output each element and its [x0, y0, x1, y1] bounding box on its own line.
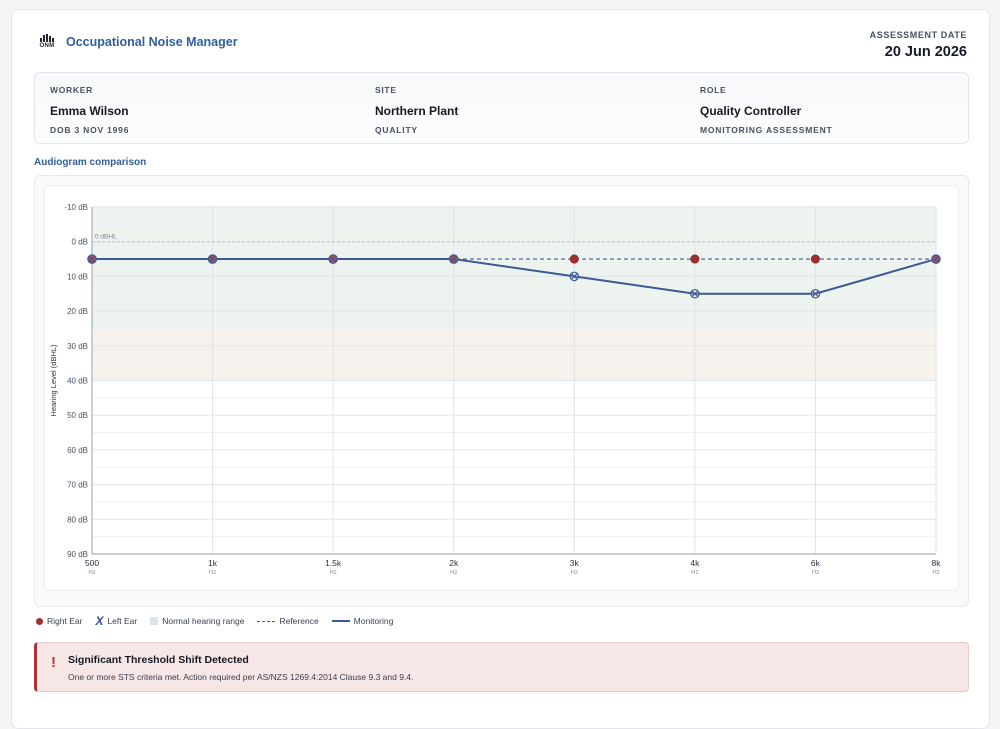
legend-left-ear-label: Left Ear: [107, 616, 138, 626]
legend-reference: Reference: [257, 616, 319, 626]
left-ear-marker-x: [812, 290, 819, 297]
audiogram-panel: 0 dBHL -10 dB 0 dB 10 dB 20 dB 30 dB 40 dB 50 d…: [34, 175, 969, 607]
assessment-date-value: 20 Jun 2026: [884, 44, 967, 60]
solid-line-icon: [331, 620, 350, 622]
x-tick-label: 500: [85, 558, 99, 568]
x-tick-unit: Hz: [571, 570, 578, 576]
alert-title: Significant Threshold Shift Detected: [68, 654, 249, 666]
app-logo-icon: ONM: [38, 34, 56, 50]
legend-monitoring: Monitoring: [331, 616, 394, 626]
worker-dob: DOB 3 NOV 1996: [50, 125, 130, 135]
assessment-type: MONITORING ASSESSMENT: [700, 125, 833, 135]
role-column: ROLE Quality Controller MONITORING ASSES…: [700, 85, 833, 135]
role-name: Quality Controller: [700, 104, 802, 118]
brand[interactable]: ONM Occupational Noise Manager: [38, 34, 238, 50]
alert-text: One or more STS criteria met. Action req…: [68, 672, 414, 682]
y-tick-label: 70 dB: [67, 481, 88, 490]
x-tick-unit: Hz: [812, 570, 819, 576]
assessment-date: ASSESSMENT DATE 20 Jun 2026: [870, 30, 967, 60]
chart-legend: Right Ear X Left Ear Normal hearing rang…: [36, 614, 406, 628]
legend-right-ear: Right Ear: [36, 616, 82, 626]
y-tick-label: 0 dB: [72, 238, 88, 247]
alert-icon: !: [51, 654, 56, 671]
left-ear-marker-x: [571, 273, 578, 280]
x-tick-label: 6k: [811, 558, 821, 568]
audiogram-chart-area: 0 dBHL -10 dB 0 dB 10 dB 20 dB 30 dB 40 dB 50 d…: [44, 185, 959, 591]
legend-reference-label: Reference: [279, 616, 319, 626]
x-tick-label: 1.5k: [325, 558, 342, 568]
right-ear-marker: [810, 254, 820, 264]
left-ear-marker-x: [691, 290, 698, 297]
left-ear-marker-x: [932, 256, 940, 263]
legend-normal-range-label: Normal hearing range: [162, 616, 245, 626]
legend-normal-range: Normal hearing range: [150, 616, 244, 626]
y-tick-label: 90 dB: [67, 550, 88, 559]
x-tick-unit: Hz: [329, 570, 336, 576]
left-ear-marker-x: [88, 256, 96, 263]
site-label: SITE: [375, 85, 397, 95]
left-ear-marker-x: [450, 256, 457, 263]
y-tick-label: 60 dB: [67, 446, 88, 455]
worker-name: Emma Wilson: [50, 104, 129, 118]
left-ear-marker-icon: X: [95, 614, 104, 628]
x-tick-label: 4k: [690, 558, 700, 568]
site-column: SITE Northern Plant QUALITY: [375, 85, 458, 135]
monitoring-series-line: [92, 258, 937, 295]
y-tick-label: -10 dB: [64, 203, 88, 212]
logo-text: ONM: [39, 43, 55, 49]
site-department: QUALITY: [375, 125, 418, 135]
right-ear-marker: [690, 254, 700, 264]
y-tick-label: 20 dB: [67, 307, 88, 316]
left-ear-marker-x: [330, 256, 337, 263]
x-tick-unit: Hz: [691, 570, 698, 576]
x-tick-label: 2k: [449, 558, 459, 568]
y-tick-label: 50 dB: [67, 411, 88, 420]
mild-range-band: [92, 328, 936, 381]
role-label: ROLE: [700, 85, 727, 95]
y-tick-label: 10 dB: [67, 272, 88, 281]
y-axis-title: Hearing Level (dBHL): [49, 344, 58, 417]
normal-range-swatch-icon: [150, 617, 159, 625]
app-title: Occupational Noise Manager: [66, 35, 238, 49]
worker-column: WORKER Emma Wilson DOB 3 NOV 1996: [50, 85, 129, 135]
x-tick-unit: Hz: [932, 570, 939, 576]
y-tick-label: 80 dB: [67, 515, 88, 524]
worker-label: WORKER: [50, 85, 93, 95]
right-ear-marker-icon: [36, 617, 43, 625]
sts-alert: ! Significant Threshold Shift Detected O…: [34, 642, 969, 692]
x-tick-unit: Hz: [450, 570, 457, 576]
x-tick-unit: Hz: [209, 570, 216, 576]
y-tick-label: 30 dB: [67, 342, 88, 351]
legend-right-ear-label: Right Ear: [47, 616, 83, 626]
x-tick-label: 3k: [570, 558, 580, 568]
x-tick-label: 1k: [208, 558, 218, 568]
worker-info-panel: WORKER Emma Wilson DOB 3 NOV 1996 SITE N…: [34, 72, 969, 144]
x-tick-unit: Hz: [88, 570, 95, 576]
right-ear-marker: [569, 254, 579, 264]
main-card: ONM Occupational Noise Manager ASSESSMEN…: [11, 9, 990, 729]
assessment-date-label: ASSESSMENT DATE: [869, 30, 967, 40]
legend-monitoring-label: Monitoring: [353, 616, 394, 626]
zero-dbhl-label: 0 dBHL: [95, 234, 117, 241]
section-title: Audiogram comparison: [34, 157, 147, 168]
left-ear-marker-x: [209, 256, 216, 263]
audiogram-chart: 0 dBHL -10 dB 0 dB 10 dB 20 dB 30 dB 40 dB 50 d…: [49, 203, 942, 576]
y-tick-label: 40 dB: [67, 377, 88, 386]
site-name: Northern Plant: [375, 104, 459, 118]
legend-left-ear: X Left Ear: [95, 614, 138, 628]
x-tick-label: 8k: [932, 558, 942, 568]
dashed-line-icon: [257, 620, 276, 622]
